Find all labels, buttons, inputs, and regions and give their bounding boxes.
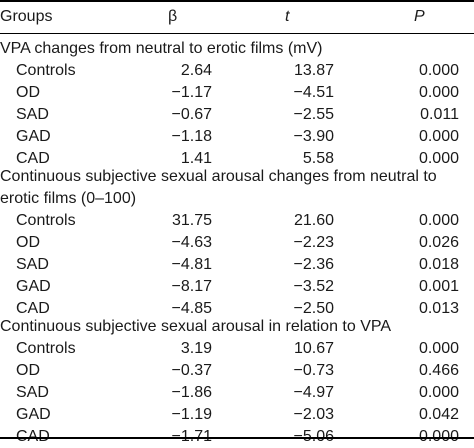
cell-t: −2.03 xyxy=(293,406,334,423)
cell-p: 0.042 xyxy=(418,406,459,423)
cell-t: −2.50 xyxy=(293,300,334,317)
cell-beta: −8.17 xyxy=(171,278,212,295)
cell-group: OD xyxy=(16,234,40,251)
table-header-rule xyxy=(0,33,474,34)
cell-beta: −1.18 xyxy=(171,128,212,145)
table-row: Controls 2.64 13.87 0.000 xyxy=(0,60,474,82)
header-t: t xyxy=(285,8,290,25)
cell-p: 0.000 xyxy=(418,384,459,401)
cell-p: 0.000 xyxy=(418,84,459,101)
table-row: OD −4.63 −2.23 0.026 xyxy=(0,232,474,254)
cell-t: −3.52 xyxy=(293,278,334,295)
cell-p: 0.000 xyxy=(418,128,459,145)
cell-group: Controls xyxy=(16,212,76,229)
table-row: SAD −4.81 −2.36 0.018 xyxy=(0,254,474,276)
cell-group: GAD xyxy=(16,406,51,423)
header-groups: Groups xyxy=(0,8,53,25)
cell-t: −2.23 xyxy=(293,234,334,251)
cell-p: 0.026 xyxy=(418,234,459,251)
header-p: P xyxy=(414,8,425,25)
table-row: SAD −0.67 −2.55 0.011 xyxy=(0,104,474,126)
cell-t: −3.90 xyxy=(293,128,334,145)
cell-p: 0.018 xyxy=(418,256,459,273)
cell-t: −2.55 xyxy=(293,106,334,123)
cell-p: 0.000 xyxy=(418,340,459,357)
cell-group: SAD xyxy=(16,384,49,401)
cell-group: Controls xyxy=(16,340,76,357)
cell-group: OD xyxy=(16,84,40,101)
cell-group: CAD xyxy=(16,150,50,167)
cell-group: SAD xyxy=(16,256,49,273)
cell-beta: 3.19 xyxy=(180,340,212,357)
cell-beta: −4.81 xyxy=(171,256,212,273)
cell-t: 5.58 xyxy=(302,150,334,167)
cell-group: Controls xyxy=(16,62,76,79)
cell-group: CAD xyxy=(16,300,50,317)
cell-group: GAD xyxy=(16,278,51,295)
cell-t: −0.73 xyxy=(293,362,334,379)
cell-p: 0.000 xyxy=(418,212,459,229)
cell-p: 0.466 xyxy=(418,362,459,379)
table-top-rule xyxy=(0,0,474,2)
section-title: VPA changes from neutral to erotic films… xyxy=(0,40,323,57)
cell-t: −4.97 xyxy=(293,384,334,401)
cell-p: 0.011 xyxy=(420,106,459,123)
header-beta: β xyxy=(168,8,178,25)
table-row: CAD −4.85 −2.50 0.013 xyxy=(0,298,474,320)
cell-t: −2.36 xyxy=(293,256,334,273)
cell-p: 0.001 xyxy=(418,278,459,295)
cell-beta: −1.17 xyxy=(171,84,212,101)
cell-t: 13.87 xyxy=(293,62,334,79)
section-title: Continuous subjective sexual arousal cha… xyxy=(0,168,437,185)
cell-beta: −0.37 xyxy=(171,362,212,379)
table-row: Controls 31.75 21.60 0.000 xyxy=(0,210,474,232)
table-row: SAD −1.86 −4.97 0.000 xyxy=(0,382,474,404)
cell-beta: −1.19 xyxy=(171,406,212,423)
cell-t: −4.51 xyxy=(293,84,334,101)
table-row: GAD −1.19 −2.03 0.042 xyxy=(0,404,474,426)
cell-t: 10.67 xyxy=(293,340,334,357)
cell-p: 0.013 xyxy=(418,300,459,317)
cell-group: GAD xyxy=(16,128,51,145)
table-row: OD −1.17 −4.51 0.000 xyxy=(0,82,474,104)
cell-beta: 1.41 xyxy=(180,150,212,167)
table-row: CAD 1.41 5.58 0.000 xyxy=(0,148,474,170)
table-row: OD −0.37 −0.73 0.466 xyxy=(0,360,474,382)
table-row: GAD −8.17 −3.52 0.001 xyxy=(0,276,474,298)
cell-beta: −0.67 xyxy=(171,106,212,123)
cell-p: 0.000 xyxy=(418,62,459,79)
cell-beta: 31.75 xyxy=(171,212,212,229)
cell-p: 0.000 xyxy=(418,150,459,167)
table-bottom-rule xyxy=(0,437,474,439)
cell-beta: 2.64 xyxy=(180,62,212,79)
table-row: GAD −1.18 −3.90 0.000 xyxy=(0,126,474,148)
cell-beta: −4.85 xyxy=(171,300,212,317)
section-title: Continuous subjective sexual arousal in … xyxy=(0,318,392,335)
cell-group: OD xyxy=(16,362,40,379)
cell-t: 21.60 xyxy=(293,212,334,229)
table-row: Controls 3.19 10.67 0.000 xyxy=(0,338,474,360)
section-title: erotic films (0–100) xyxy=(0,190,137,207)
cell-beta: −1.86 xyxy=(171,384,212,401)
table-header-row: Groups β t P xyxy=(0,6,474,28)
cell-beta: −4.63 xyxy=(171,234,212,251)
cell-group: SAD xyxy=(16,106,49,123)
